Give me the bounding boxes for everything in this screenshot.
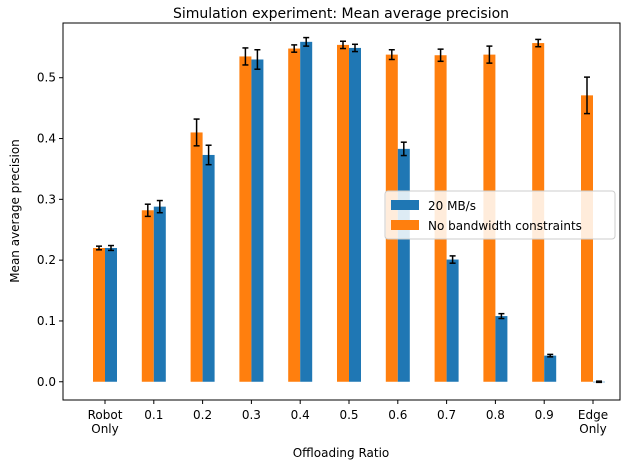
error-bar: [596, 380, 602, 384]
error-bar: [144, 203, 151, 218]
chart-title: Simulation experiment: Mean average prec…: [173, 6, 509, 22]
y-axis-label: Mean average precision: [8, 139, 22, 283]
x-tick-label: 0.5: [339, 408, 358, 422]
x-tick-label: 0.1: [144, 408, 163, 422]
error-bar: [96, 245, 102, 251]
bar: [202, 154, 215, 382]
error-bar: [388, 49, 395, 61]
x-tick-label: 0.2: [193, 408, 212, 422]
error-bar: [400, 141, 407, 157]
error-bar: [449, 255, 456, 264]
y-tick-label: 0.5: [37, 71, 56, 85]
legend-swatch: [391, 200, 419, 210]
x-tick-label: 0.3: [242, 408, 261, 422]
y-tick-label: 0.0: [37, 375, 56, 389]
x-tick-label: Edge Only: [578, 408, 608, 436]
x-tick-label: 0.8: [486, 408, 505, 422]
error-bar: [437, 48, 444, 63]
error-bar: [193, 118, 200, 147]
x-axis-ticks: Robot Only 0.1 0.2 0.3 0.4 0.5 0.6 0.7 0.8 0.9 Edge…: [88, 400, 608, 436]
x-tick-label: 0.9: [535, 408, 554, 422]
y-axis-ticks: 0.0 0.1 0.2 0.3 0.4 0.5: [37, 71, 63, 389]
error-bar: [340, 40, 346, 50]
error-bar: [498, 312, 505, 320]
bar: [337, 44, 349, 382]
bar: [544, 355, 557, 382]
legend-label: 20 MB/s: [428, 199, 476, 213]
x-tick-label: 0.6: [388, 408, 407, 422]
error-bar: [535, 38, 542, 48]
error-bar: [291, 44, 298, 53]
bar: [105, 247, 117, 382]
y-tick-label: 0.2: [37, 253, 56, 267]
error-bars-layer: [96, 36, 602, 384]
y-tick-label: 0.4: [37, 132, 56, 146]
error-bar: [584, 76, 590, 115]
error-bar: [352, 43, 358, 53]
error-bar: [108, 244, 114, 252]
error-bar: [486, 45, 493, 64]
y-tick-label: 0.1: [37, 314, 56, 328]
bar: [190, 132, 203, 382]
bar: [495, 316, 508, 382]
bar: [446, 259, 459, 382]
x-tick-label: 0.7: [437, 408, 456, 422]
legend-swatch: [391, 220, 419, 230]
error-bar: [254, 49, 261, 70]
bar: [288, 48, 301, 382]
bar: [93, 247, 105, 382]
legend-box: [384, 190, 616, 240]
x-tick-label: 0.4: [291, 408, 310, 422]
bar: [251, 59, 264, 382]
legend-label: No bandwidth constraints: [428, 219, 582, 233]
legend: 20 MB/s No bandwidth constraints: [384, 190, 616, 240]
bar: [239, 56, 252, 382]
error-bar: [242, 47, 249, 66]
bar: [300, 41, 313, 382]
bar: [397, 148, 410, 382]
y-tick-label: 0.3: [37, 192, 56, 206]
error-bar: [547, 353, 554, 358]
error-bar: [303, 36, 310, 47]
error-bar: [205, 144, 212, 166]
x-axis-label: Offloading Ratio: [293, 446, 390, 460]
bar: [141, 210, 154, 382]
plot-frame: [62, 22, 621, 401]
error-bar: [156, 199, 163, 214]
bar: [349, 47, 361, 382]
bar: [153, 206, 166, 382]
x-tick-label: Robot Only: [88, 408, 123, 436]
